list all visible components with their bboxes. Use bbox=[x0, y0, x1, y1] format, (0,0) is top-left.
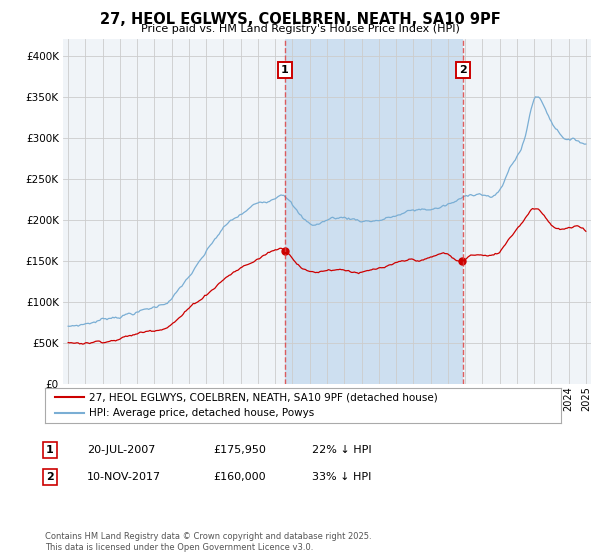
Text: 33% ↓ HPI: 33% ↓ HPI bbox=[312, 472, 371, 482]
Text: HPI: Average price, detached house, Powys: HPI: Average price, detached house, Powy… bbox=[89, 408, 314, 418]
Text: Contains HM Land Registry data © Crown copyright and database right 2025.
This d: Contains HM Land Registry data © Crown c… bbox=[45, 532, 371, 552]
Text: 1: 1 bbox=[46, 445, 53, 455]
Text: 2: 2 bbox=[459, 65, 466, 75]
Text: 1: 1 bbox=[281, 65, 289, 75]
Bar bbox=[285, 39, 463, 384]
Text: Price paid vs. HM Land Registry's House Price Index (HPI): Price paid vs. HM Land Registry's House … bbox=[140, 24, 460, 34]
Text: 22% ↓ HPI: 22% ↓ HPI bbox=[312, 445, 371, 455]
Text: 27, HEOL EGLWYS, COELBREN, NEATH, SA10 9PF (detached house): 27, HEOL EGLWYS, COELBREN, NEATH, SA10 9… bbox=[89, 392, 437, 402]
Text: 20-JUL-2007: 20-JUL-2007 bbox=[87, 445, 155, 455]
Text: £160,000: £160,000 bbox=[213, 472, 266, 482]
Text: 2: 2 bbox=[46, 472, 53, 482]
Text: 10-NOV-2017: 10-NOV-2017 bbox=[87, 472, 161, 482]
Text: 27, HEOL EGLWYS, COELBREN, NEATH, SA10 9PF: 27, HEOL EGLWYS, COELBREN, NEATH, SA10 9… bbox=[100, 12, 500, 27]
Text: £175,950: £175,950 bbox=[213, 445, 266, 455]
